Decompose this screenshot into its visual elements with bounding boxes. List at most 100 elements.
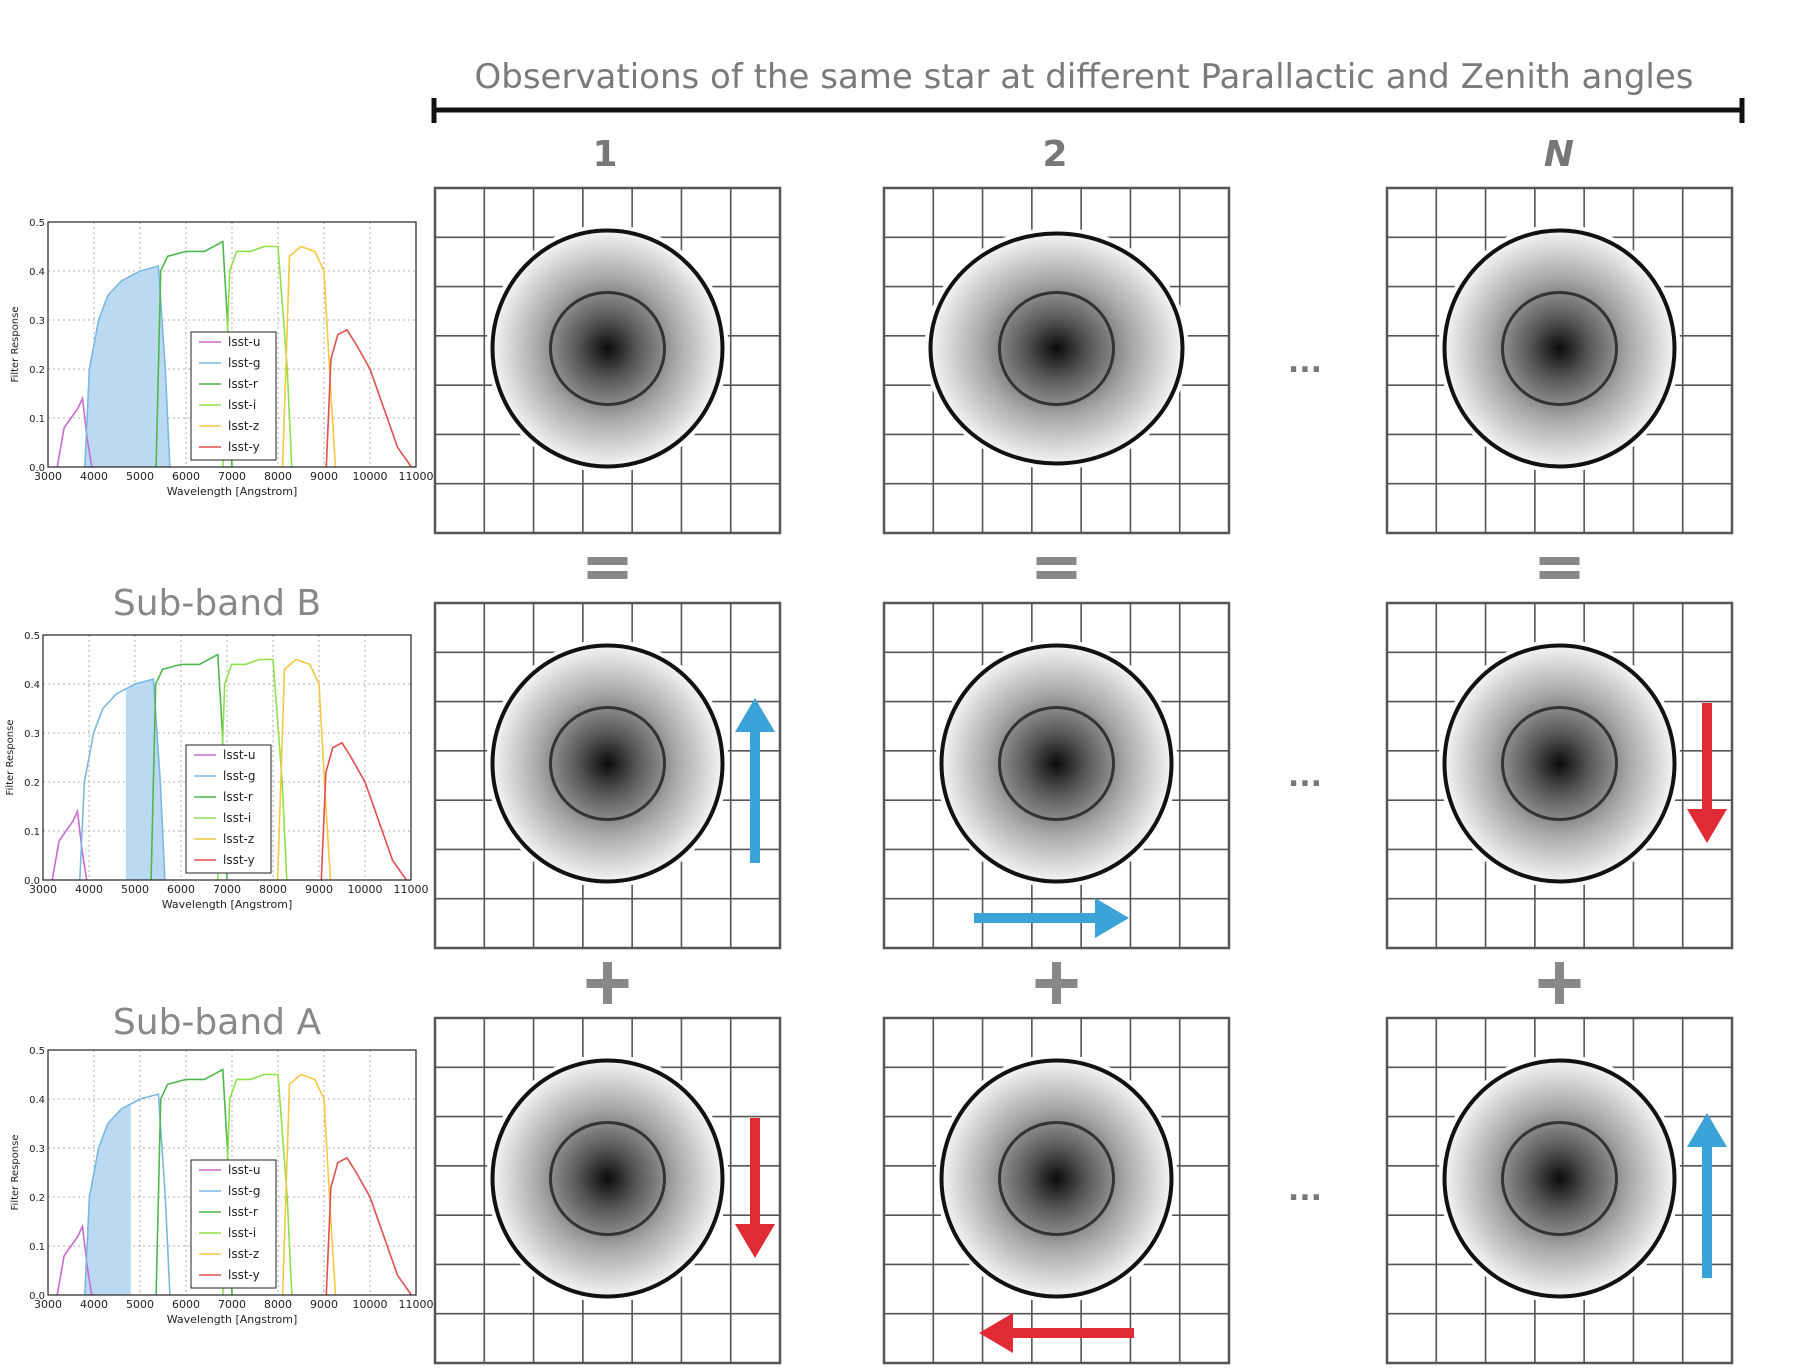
title-bracket — [431, 98, 1745, 123]
y-tick-label: 0.3 — [24, 729, 40, 740]
star-panel-r3-c1 — [433, 1016, 782, 1365]
equals-sign-c2 — [1036, 557, 1077, 579]
x-tick-label: 3000 — [34, 470, 62, 483]
y-tick-label: 0.3 — [29, 316, 45, 327]
x-tick-label: 9000 — [305, 883, 333, 896]
filter-plot-3: 3000 4000 5000 6000 7000 8000 9000 10000 11000 0.… — [10, 1046, 434, 1326]
legend-label: lsst-y — [228, 440, 260, 454]
star-psf-outer — [1442, 1058, 1677, 1299]
star-psf-inner — [1501, 706, 1618, 821]
x-tick-label: 10000 — [353, 470, 388, 483]
legend-label: lsst-u — [223, 748, 255, 762]
series-line-lsst-u — [51, 808, 88, 881]
sub-band-shaded-region — [84, 1103, 131, 1295]
star-panel-r3-c3 — [1385, 1016, 1734, 1365]
x-tick-label: 6000 — [172, 1298, 200, 1311]
legend-label: lsst-z — [223, 832, 254, 846]
legend-box — [185, 744, 272, 874]
y-tick-label: 0.2 — [29, 1193, 45, 1204]
filter-plot-2: 3000 4000 5000 6000 7000 8000 9000 10000 11000 0.… — [5, 631, 429, 911]
y-tick-label: 0.4 — [24, 680, 40, 691]
y-tick-label: 0.1 — [29, 1242, 45, 1253]
star-psf-inner — [549, 291, 666, 406]
down-arrow-red-r3-c1 — [735, 1118, 775, 1258]
x-tick-label: 4000 — [75, 883, 103, 896]
y-tick-label: 0.5 — [29, 218, 45, 229]
x-tick-label: 5000 — [126, 1298, 154, 1311]
y-tick-label: 0.1 — [24, 827, 40, 838]
star-psf-outer — [939, 643, 1174, 884]
x-tick-label: 9000 — [310, 470, 338, 483]
x-tick-label: 7000 — [218, 470, 246, 483]
legend-label: lsst-i — [228, 398, 256, 412]
x-tick-label: 6000 — [172, 470, 200, 483]
x-tick-label: 3000 — [29, 883, 57, 896]
y-tick-label: 0.1 — [29, 414, 45, 425]
x-axis-label: Wavelength [Angstrom] — [162, 898, 293, 911]
y-tick-label: 0.0 — [29, 1291, 45, 1302]
y-tick-label: 0.4 — [29, 1095, 45, 1106]
star-psf-inner — [998, 706, 1115, 821]
equals-sign-c3 — [1539, 557, 1580, 579]
x-tick-label: 3000 — [34, 1298, 62, 1311]
series-line-lsst-y — [320, 741, 408, 881]
series-line-lsst-y — [325, 328, 413, 468]
star-psf-outer — [490, 643, 725, 884]
y-tick-label: 0.2 — [24, 778, 40, 789]
x-tick-label: 4000 — [80, 1298, 108, 1311]
x-axis-label: Wavelength [Angstrom] — [167, 1313, 298, 1326]
y-tick-label: 0.4 — [29, 267, 45, 278]
series-line-lsst-i — [222, 1073, 293, 1296]
x-axis-label: Wavelength [Angstrom] — [167, 485, 298, 498]
star-psf-outer — [490, 1058, 725, 1299]
ellipsis-row-2: ... — [1288, 759, 1322, 794]
legend-label: lsst-u — [228, 1163, 260, 1177]
x-tick-label: 8000 — [264, 1298, 292, 1311]
plot-frame — [47, 221, 417, 468]
legend-label: lsst-g — [228, 356, 261, 370]
star-panel-r1-c1 — [433, 186, 782, 535]
sub-band-shaded-region — [125, 679, 168, 880]
ellipsis-row-1: ... — [1288, 345, 1322, 380]
plus-sign-c2 — [1035, 962, 1078, 1004]
y-tick-label: 0.5 — [24, 631, 40, 642]
x-tick-label: 11000 — [399, 1298, 434, 1311]
plot-frame — [42, 634, 412, 881]
star-panel-r3-c2 — [882, 1016, 1231, 1365]
legend-label: lsst-z — [228, 1247, 259, 1261]
star-panel-r1-c3 — [1385, 186, 1734, 535]
right-arrow-blue-r2-c2 — [974, 898, 1129, 938]
shift-arrows — [735, 698, 1727, 1353]
series-line-lsst-r — [155, 240, 233, 468]
star-panel-r2-c1 — [433, 601, 782, 950]
star-psf-outer — [490, 228, 725, 469]
y-axis-label: Filter Response — [5, 720, 16, 796]
legend-label: lsst-y — [223, 853, 255, 867]
y-tick-label: 0.2 — [29, 365, 45, 376]
up-arrow-blue-r2-c1 — [735, 698, 775, 863]
x-tick-label: 9000 — [310, 1298, 338, 1311]
series-line-lsst-r — [155, 1068, 233, 1296]
x-tick-label: 8000 — [264, 470, 292, 483]
legend-label: lsst-i — [223, 811, 251, 825]
y-axis-label: Filter Response — [10, 1135, 21, 1211]
series-line-lsst-g — [84, 1093, 171, 1296]
star-panels — [433, 186, 1734, 1365]
legend-label: lsst-r — [223, 790, 253, 804]
x-tick-label: 5000 — [121, 883, 149, 896]
star-psf-inner — [1501, 291, 1618, 406]
row-label-sub-band-a: Sub-band A — [113, 1002, 322, 1043]
star-psf-inner — [1501, 1121, 1618, 1236]
plus-sign-c1 — [586, 962, 629, 1004]
series-line-lsst-g — [84, 265, 171, 468]
plot-frame — [47, 1049, 417, 1296]
legend-label: lsst-u — [228, 335, 260, 349]
legend-label: lsst-r — [228, 377, 258, 391]
legend-label: lsst-z — [228, 419, 259, 433]
star-psf-outer — [928, 231, 1185, 466]
x-tick-label: 10000 — [348, 883, 383, 896]
row-connectors — [586, 557, 1581, 1004]
x-tick-label: 7000 — [218, 1298, 246, 1311]
x-tick-label: 5000 — [126, 470, 154, 483]
